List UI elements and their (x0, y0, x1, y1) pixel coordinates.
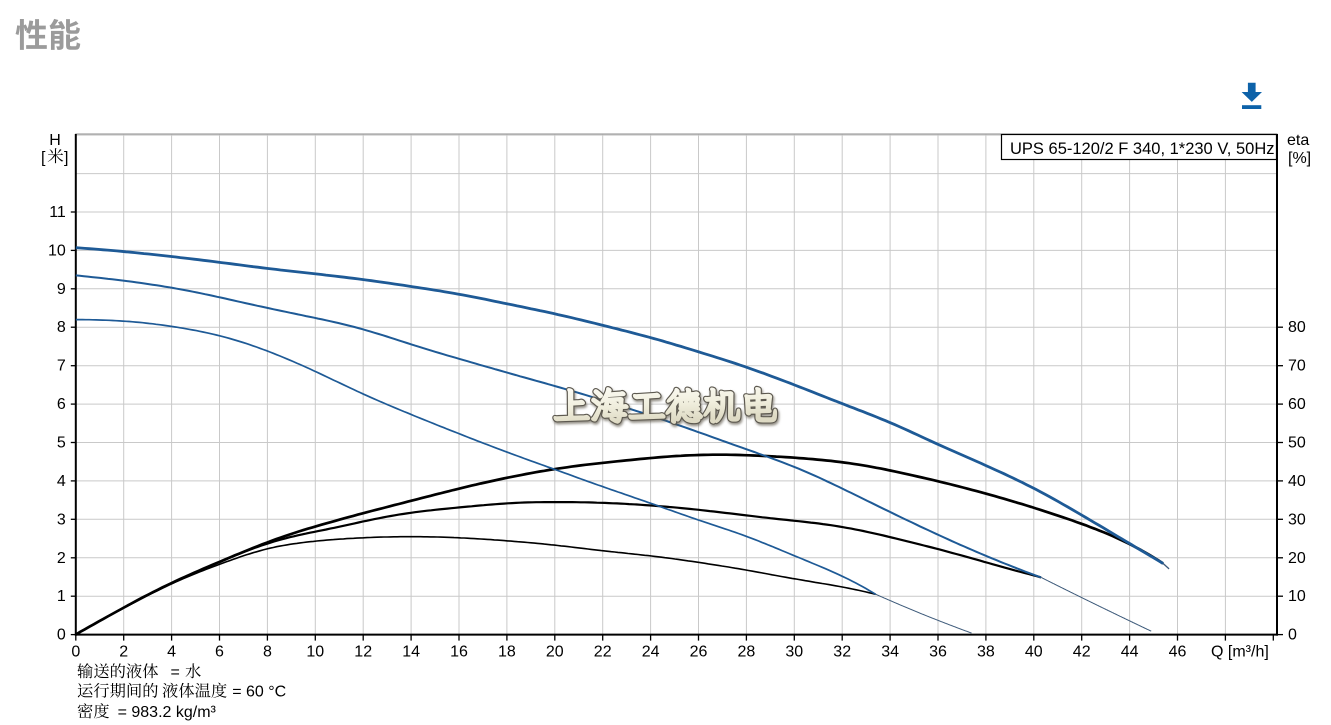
svg-text:38: 38 (977, 644, 995, 661)
svg-text:H: H (49, 132, 61, 149)
svg-text:9: 9 (57, 281, 66, 298)
svg-text:10: 10 (1288, 588, 1306, 605)
svg-text:4: 4 (57, 473, 66, 490)
svg-text:0: 0 (57, 627, 66, 644)
svg-text:40: 40 (1025, 644, 1043, 661)
svg-text:Q [m³/h]: Q [m³/h] (1211, 644, 1269, 661)
svg-text:22: 22 (594, 644, 612, 661)
svg-text:7: 7 (57, 358, 66, 375)
svg-text:44: 44 (1121, 644, 1139, 661)
svg-text:UPS 65-120/2 F 340, 1*230 V, 5: UPS 65-120/2 F 340, 1*230 V, 50Hz (1010, 140, 1274, 158)
svg-text:16: 16 (450, 644, 468, 661)
svg-text:= 983.2 kg/m³: = 983.2 kg/m³ (118, 704, 217, 721)
svg-text:28: 28 (738, 644, 756, 661)
svg-text:10: 10 (48, 242, 66, 259)
svg-text:10: 10 (306, 644, 324, 661)
svg-text:36: 36 (929, 644, 947, 661)
svg-text:20: 20 (1288, 550, 1306, 567)
svg-text:1: 1 (57, 588, 66, 605)
svg-text:2: 2 (119, 644, 128, 661)
svg-text:14: 14 (402, 644, 420, 661)
svg-text:24: 24 (642, 644, 660, 661)
svg-text:46: 46 (1169, 644, 1187, 661)
svg-text:26: 26 (690, 644, 708, 661)
svg-text:6: 6 (57, 396, 66, 413)
svg-text:]: ] (64, 150, 68, 167)
svg-text:[: [ (41, 150, 46, 167)
svg-text:12: 12 (354, 644, 372, 661)
svg-text:30: 30 (1288, 511, 1306, 528)
svg-text:5: 5 (57, 435, 66, 452)
svg-text:8: 8 (57, 319, 66, 336)
svg-text:20: 20 (546, 644, 564, 661)
svg-text:= 60 °C: = 60 °C (232, 684, 286, 701)
svg-text:50: 50 (1288, 435, 1306, 452)
svg-text:0: 0 (1288, 627, 1297, 644)
svg-text:18: 18 (498, 644, 516, 661)
svg-text:6: 6 (215, 644, 224, 661)
svg-text:8: 8 (263, 644, 272, 661)
svg-text:eta: eta (1287, 132, 1309, 149)
svg-text:2: 2 (57, 550, 66, 567)
svg-text:34: 34 (881, 644, 899, 661)
svg-text:3: 3 (57, 511, 66, 528)
svg-text:[%]: [%] (1288, 150, 1311, 167)
svg-text:60: 60 (1288, 396, 1306, 413)
svg-text:0: 0 (71, 644, 80, 661)
svg-text:40: 40 (1288, 473, 1306, 490)
svg-text:42: 42 (1073, 644, 1091, 661)
svg-text:32: 32 (833, 644, 851, 661)
svg-text:=: = (171, 664, 180, 681)
svg-text:30: 30 (785, 644, 803, 661)
svg-text:70: 70 (1288, 358, 1306, 375)
svg-text:11: 11 (49, 204, 66, 221)
svg-text:80: 80 (1288, 319, 1306, 336)
svg-text:4: 4 (167, 644, 176, 661)
